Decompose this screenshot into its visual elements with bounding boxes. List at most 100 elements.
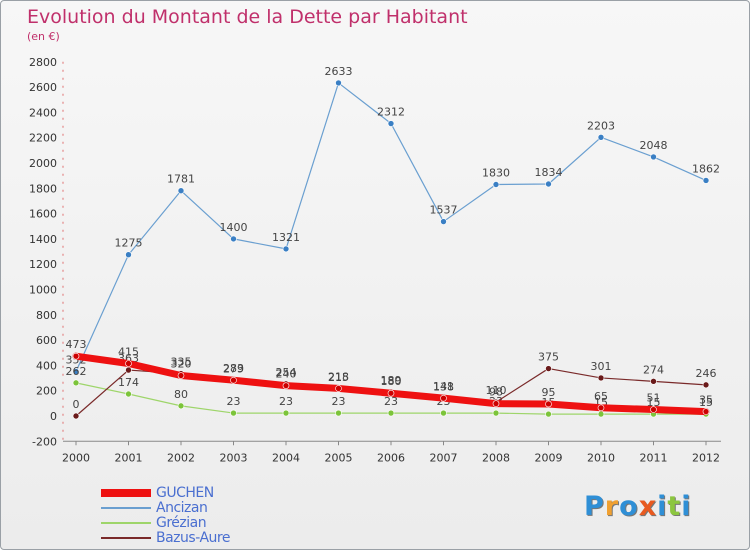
data-label-bazus-aure: 215 xyxy=(328,371,349,384)
data-point-bazus-aure xyxy=(597,374,605,382)
y-tick-label: 200 xyxy=(36,385,57,398)
legend-item-gr-zian: Grézian xyxy=(101,515,281,531)
brand-letter: i xyxy=(681,491,692,522)
data-label-gr-zian: 23 xyxy=(332,395,346,408)
data-label-guchen: 415 xyxy=(118,346,139,359)
data-point-guchen xyxy=(702,408,710,415)
data-label-bazus-aure: 0 xyxy=(73,398,80,411)
data-label-bazus-aure: 254 xyxy=(276,366,297,379)
data-label-gr-zian: 80 xyxy=(174,388,188,401)
data-point-guchen xyxy=(650,406,657,413)
y-tick-label: 400 xyxy=(36,359,57,372)
data-point-ancizan xyxy=(597,134,605,141)
y-tick-label: 2000 xyxy=(29,157,57,170)
data-label-bazus-aure: 138 xyxy=(433,381,454,394)
y-tick-label: 2800 xyxy=(29,56,57,69)
data-point-ancizan xyxy=(702,177,710,184)
brand-letter: t xyxy=(667,491,682,522)
data-point-gr-zian xyxy=(125,390,132,398)
x-tick-label: 2006 xyxy=(377,451,405,464)
legend-label-ancizan: Ancizan xyxy=(156,500,208,516)
x-tick-label: 2009 xyxy=(535,451,563,464)
data-label-guchen: 320 xyxy=(171,358,192,371)
data-label-guchen: 98 xyxy=(489,386,503,399)
data-point-guchen xyxy=(177,372,185,379)
data-point-guchen xyxy=(125,360,132,367)
brand-letter: r xyxy=(604,491,620,522)
y-tick-label: -200 xyxy=(32,435,57,448)
data-point-guchen xyxy=(492,400,500,407)
legend-swatch-guchen xyxy=(101,489,151,497)
x-tick-label: 2008 xyxy=(482,451,510,464)
y-tick-label: 1200 xyxy=(29,258,57,271)
data-point-bazus-aure xyxy=(650,378,657,385)
x-tick-label: 2001 xyxy=(115,451,143,464)
x-tick-label: 2005 xyxy=(325,451,353,464)
y-tick-label: 2400 xyxy=(29,106,57,119)
data-label-guchen: 283 xyxy=(223,362,244,375)
data-label-gr-zian: 174 xyxy=(118,376,139,389)
data-label-bazus-aure: 246 xyxy=(696,367,717,380)
data-label-bazus-aure: 274 xyxy=(643,363,664,376)
data-point-gr-zian xyxy=(335,409,342,417)
data-label-guchen: 141 xyxy=(433,380,454,393)
data-point-gr-zian xyxy=(597,410,605,418)
data-label-ancizan: 1275 xyxy=(115,237,143,250)
data-label-ancizan: 1862 xyxy=(692,162,720,175)
x-tick-label: 2003 xyxy=(220,451,248,464)
x-tick-label: 2000 xyxy=(62,451,90,464)
x-tick-label: 2004 xyxy=(272,451,300,464)
data-point-ancizan xyxy=(177,187,185,195)
legend-swatch-bazus-aure xyxy=(101,537,151,539)
data-label-bazus-aure: 375 xyxy=(538,351,559,364)
x-tick-label: 2011 xyxy=(640,451,668,464)
y-tick-label: 1600 xyxy=(29,208,57,221)
brand-logo: Proxiti xyxy=(584,491,692,522)
data-point-gr-zian xyxy=(492,409,500,417)
data-label-ancizan: 1321 xyxy=(272,231,300,244)
data-label-ancizan: 2312 xyxy=(377,106,405,119)
data-label-ancizan: 1400 xyxy=(220,221,248,234)
data-point-gr-zian xyxy=(545,410,552,418)
data-label-gr-zian: 262 xyxy=(66,365,87,378)
data-point-gr-zian xyxy=(282,409,290,417)
data-point-ancizan xyxy=(230,235,237,243)
legend-item-bazus-aure: Bazus-Aure xyxy=(101,530,281,546)
data-point-bazus-aure xyxy=(72,412,80,420)
brand-letter: P xyxy=(584,491,605,522)
y-tick-label: 1800 xyxy=(29,182,57,195)
data-label-guchen: 180 xyxy=(381,375,402,388)
data-point-guchen xyxy=(440,394,447,402)
brand-letter: o xyxy=(619,491,639,522)
data-point-bazus-aure xyxy=(125,366,132,374)
data-point-bazus-aure xyxy=(545,365,552,372)
legend-label-bazus-aure: Bazus-Aure xyxy=(156,530,230,546)
data-point-gr-zian xyxy=(440,409,447,417)
data-point-bazus-aure xyxy=(702,381,710,389)
data-point-ancizan xyxy=(72,368,80,375)
data-label-gr-zian: 23 xyxy=(279,395,293,408)
data-label-bazus-aure: 335 xyxy=(171,356,192,369)
data-label-gr-zian: 23 xyxy=(384,395,398,408)
data-label-ancizan: 1781 xyxy=(167,173,195,186)
data-label-ancizan: 1537 xyxy=(430,204,458,217)
y-tick-label: 600 xyxy=(36,334,57,347)
data-point-gr-zian xyxy=(387,409,395,417)
data-point-ancizan xyxy=(335,79,342,87)
brand-letter: x xyxy=(638,491,658,522)
x-tick-label: 2007 xyxy=(430,451,458,464)
brand-letter: i xyxy=(657,491,668,522)
legend: GUCHEN Ancizan Grézian Bazus-Aure xyxy=(101,485,281,546)
data-point-gr-zian xyxy=(230,409,237,417)
data-point-ancizan xyxy=(492,181,500,188)
legend-item-ancizan: Ancizan xyxy=(101,500,281,516)
data-label-ancizan: 2633 xyxy=(325,65,353,78)
data-label-bazus-aure: 279 xyxy=(223,363,244,376)
data-point-guchen xyxy=(230,376,237,384)
y-tick-label: 1400 xyxy=(29,233,57,246)
x-tick-label: 2012 xyxy=(692,451,720,464)
data-point-ancizan xyxy=(282,245,290,253)
y-tick-label: 2600 xyxy=(29,81,57,94)
data-label-guchen: 51 xyxy=(647,392,661,405)
